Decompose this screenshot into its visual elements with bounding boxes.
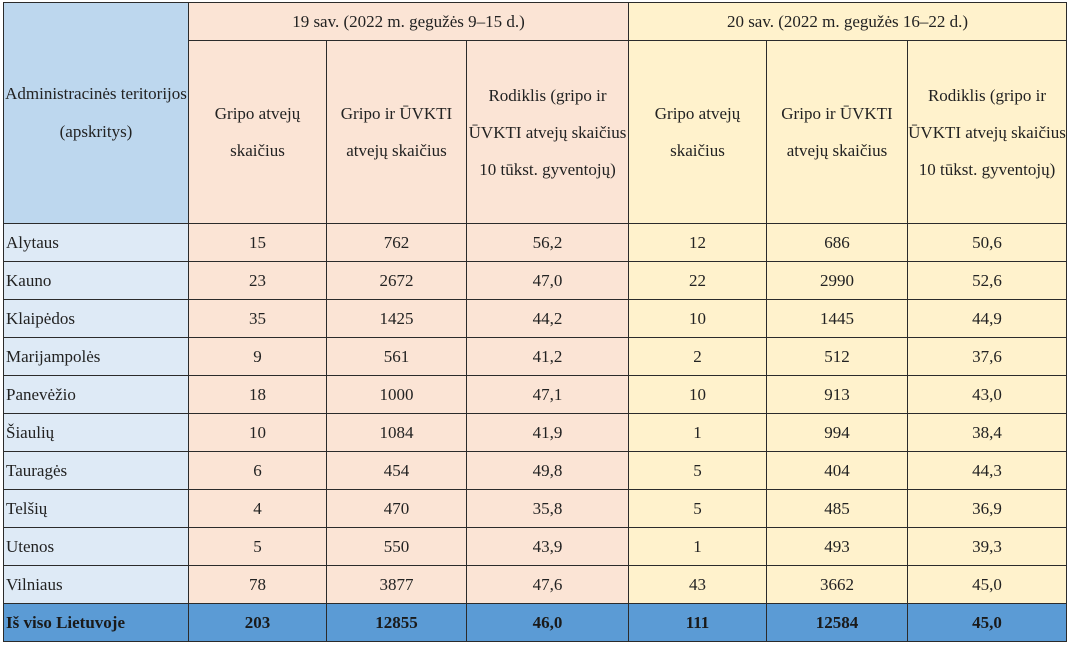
table-row: Marijampolės 9 561 41,2 2 512 37,6 <box>3 337 1067 376</box>
w20-rate-header: Rodiklis (gripo ir ŪVKTI atvejų skaičius… <box>907 40 1067 224</box>
region-name: Marijampolės <box>3 337 189 376</box>
table-row: Alytaus 15 762 56,2 12 686 50,6 <box>3 223 1067 262</box>
w20-rate: 38,4 <box>907 413 1067 452</box>
w19-flu-cases: 10 <box>188 413 327 452</box>
region-column-header: Administracinės teritorijos (apskritys) <box>3 2 189 224</box>
w20-flu-cases: 2 <box>628 337 767 376</box>
w20-rate: 44,9 <box>907 299 1067 338</box>
w20-rate: 45,0 <box>907 565 1067 604</box>
w19-rate: 56,2 <box>466 223 629 262</box>
table-row: Utenos 5 550 43,9 1 493 39,3 <box>3 527 1067 566</box>
table-row: Klaipėdos 35 1425 44,2 10 1445 44,9 <box>3 299 1067 338</box>
w19-flu-ari-cases-total: 12855 <box>326 603 467 642</box>
w20-rate: 37,6 <box>907 337 1067 376</box>
region-name: Šiaulių <box>3 413 189 452</box>
w20-flu-cases-total: 111 <box>628 603 767 642</box>
w19-flu-cases: 18 <box>188 375 327 414</box>
w20-rate: 39,3 <box>907 527 1067 566</box>
w20-flu-ari-cases: 913 <box>766 375 908 414</box>
w19-flu-ari-cases: 1084 <box>326 413 467 452</box>
w20-flu-ari-cases: 994 <box>766 413 908 452</box>
w20-flu-ari-cases-total: 12584 <box>766 603 908 642</box>
w20-flu-ari-cases: 686 <box>766 223 908 262</box>
w19-flu-ari-cases-header: Gripo ir ŪVKTI atvejų skaičius <box>326 40 467 224</box>
w19-flu-cases-header: Gripo atvejų skaičius <box>188 40 327 224</box>
w19-rate: 41,2 <box>466 337 629 376</box>
table-row: Vilniaus 78 3877 47,6 43 3662 45,0 <box>3 565 1067 604</box>
w20-flu-ari-cases: 2990 <box>766 261 908 300</box>
w20-flu-cases: 10 <box>628 299 767 338</box>
w19-flu-cases: 35 <box>188 299 327 338</box>
table-row: Telšių 4 470 35,8 5 485 36,9 <box>3 489 1067 528</box>
total-row: Iš viso Lietuvoje 203 12855 46,0 111 125… <box>3 603 1067 642</box>
w20-flu-cases: 1 <box>628 413 767 452</box>
w20-rate: 36,9 <box>907 489 1067 528</box>
w19-rate: 47,0 <box>466 261 629 300</box>
influenza-table: Administracinės teritorijos (apskritys) … <box>3 2 1067 642</box>
region-name: Panevėžio <box>3 375 189 414</box>
region-name: Klaipėdos <box>3 299 189 338</box>
w19-rate: 47,1 <box>466 375 629 414</box>
w19-rate: 49,8 <box>466 451 629 490</box>
w20-flu-cases: 1 <box>628 527 767 566</box>
w19-flu-ari-cases: 3877 <box>326 565 467 604</box>
w19-rate: 47,6 <box>466 565 629 604</box>
w20-flu-ari-cases-header: Gripo ir ŪVKTI atvejų skaičius <box>766 40 908 224</box>
w20-flu-ari-cases: 1445 <box>766 299 908 338</box>
w19-flu-cases: 23 <box>188 261 327 300</box>
w20-flu-ari-cases: 493 <box>766 527 908 566</box>
w19-flu-ari-cases: 2672 <box>326 261 467 300</box>
w20-rate-total: 45,0 <box>907 603 1067 642</box>
w19-flu-cases: 5 <box>188 527 327 566</box>
region-name: Telšių <box>3 489 189 528</box>
table-row: Šiaulių 10 1084 41,9 1 994 38,4 <box>3 413 1067 452</box>
w20-flu-ari-cases: 512 <box>766 337 908 376</box>
region-name: Alytaus <box>3 223 189 262</box>
w20-flu-cases: 5 <box>628 451 767 490</box>
w19-flu-cases: 4 <box>188 489 327 528</box>
w20-rate: 43,0 <box>907 375 1067 414</box>
week20-header: 20 sav. (2022 m. gegužės 16–22 d.) <box>628 2 1067 41</box>
w19-flu-ari-cases: 454 <box>326 451 467 490</box>
w19-flu-cases: 6 <box>188 451 327 490</box>
w19-rate: 35,8 <box>466 489 629 528</box>
w20-rate: 50,6 <box>907 223 1067 262</box>
w19-flu-ari-cases: 561 <box>326 337 467 376</box>
w19-flu-ari-cases: 1000 <box>326 375 467 414</box>
total-label: Iš viso Lietuvoje <box>3 603 189 642</box>
region-name: Vilniaus <box>3 565 189 604</box>
w19-flu-ari-cases: 470 <box>326 489 467 528</box>
w19-rate: 44,2 <box>466 299 629 338</box>
w20-flu-cases: 12 <box>628 223 767 262</box>
w20-rate: 44,3 <box>907 451 1067 490</box>
w20-flu-cases: 10 <box>628 375 767 414</box>
w20-rate: 52,6 <box>907 261 1067 300</box>
w20-flu-cases-header: Gripo atvejų skaičius <box>628 40 767 224</box>
w19-rate: 43,9 <box>466 527 629 566</box>
w19-flu-ari-cases: 1425 <box>326 299 467 338</box>
w19-flu-cases: 15 <box>188 223 327 262</box>
w20-flu-cases: 5 <box>628 489 767 528</box>
w20-flu-cases: 43 <box>628 565 767 604</box>
w19-flu-ari-cases: 550 <box>326 527 467 566</box>
w19-rate-total: 46,0 <box>466 603 629 642</box>
w19-flu-ari-cases: 762 <box>326 223 467 262</box>
w20-flu-cases: 22 <box>628 261 767 300</box>
w20-flu-ari-cases: 404 <box>766 451 908 490</box>
w19-flu-cases: 78 <box>188 565 327 604</box>
w19-flu-cases: 9 <box>188 337 327 376</box>
week19-header: 19 sav. (2022 m. gegužės 9–15 d.) <box>188 2 629 41</box>
w19-rate-header: Rodiklis (gripo ir ŪVKTI atvejų skaičius… <box>466 40 629 224</box>
w19-flu-cases-total: 203 <box>188 603 327 642</box>
region-name: Tauragės <box>3 451 189 490</box>
w20-flu-ari-cases: 3662 <box>766 565 908 604</box>
table-row: Kauno 23 2672 47,0 22 2990 52,6 <box>3 261 1067 300</box>
region-name: Kauno <box>3 261 189 300</box>
table-row: Panevėžio 18 1000 47,1 10 913 43,0 <box>3 375 1067 414</box>
region-name: Utenos <box>3 527 189 566</box>
w19-rate: 41,9 <box>466 413 629 452</box>
table-row: Tauragės 6 454 49,8 5 404 44,3 <box>3 451 1067 490</box>
w20-flu-ari-cases: 485 <box>766 489 908 528</box>
